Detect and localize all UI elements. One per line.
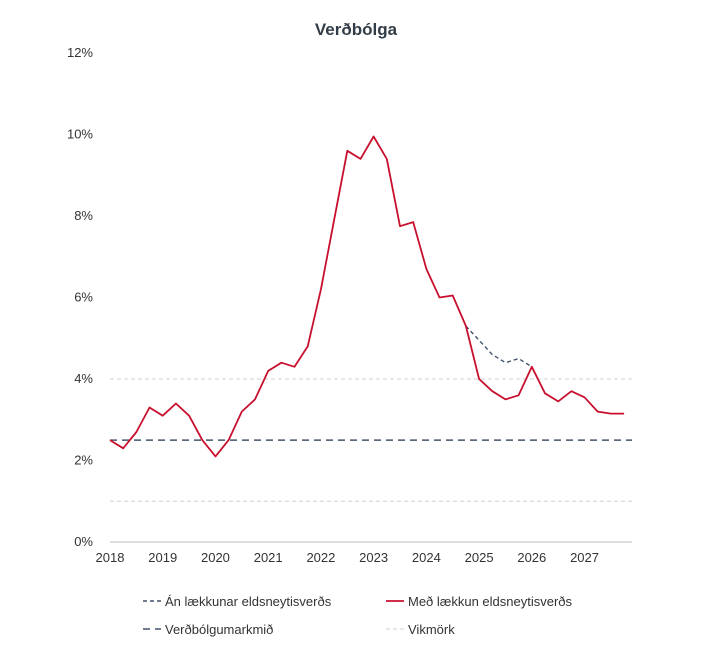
chart-title: Verðbólga <box>315 20 398 39</box>
x-tick-label: 2019 <box>148 550 177 565</box>
series-line-med-laekkun <box>109 135 625 458</box>
y-tick-label: 8% <box>74 208 93 223</box>
x-tick-label: 2023 <box>359 550 388 565</box>
series-layer <box>109 135 625 458</box>
x-tick-label: 2020 <box>201 550 230 565</box>
legend-label: Vikmörk <box>408 622 455 637</box>
y-tick-label: 2% <box>74 453 93 468</box>
x-tick-label: 2021 <box>254 550 283 565</box>
x-tick-label: 2018 <box>96 550 125 565</box>
legend-label: Verðbólgumarkmið <box>165 622 273 637</box>
y-tick-label: 4% <box>74 371 93 386</box>
legend-label: Án lækkunar eldsneytisverðs <box>165 594 332 609</box>
x-tick-label: 2027 <box>570 550 599 565</box>
x-tick-label: 2022 <box>306 550 335 565</box>
x-axis-ticks: 2018 2019 2020 2021 2022 2023 2024 2025 2026 2027 <box>96 550 599 565</box>
x-tick-label: 2025 <box>465 550 494 565</box>
y-tick-label: 0% <box>74 534 93 549</box>
y-axis-ticks: 0% 2% 4% 6% 8% 10% 12% <box>67 45 93 549</box>
x-tick-label: 2024 <box>412 550 441 565</box>
legend-label: Með lækkun eldsneytisverðs <box>408 594 573 609</box>
x-tick-label: 2026 <box>517 550 546 565</box>
tolerance-band-lines <box>110 378 632 502</box>
y-tick-label: 12% <box>67 45 93 60</box>
series-line-an-laekkunar <box>465 325 533 368</box>
y-tick-label: 6% <box>74 290 93 305</box>
y-tick-label: 10% <box>67 127 93 142</box>
legend: Án lækkunar eldsneytisverðs Með lækkun el… <box>143 594 573 637</box>
